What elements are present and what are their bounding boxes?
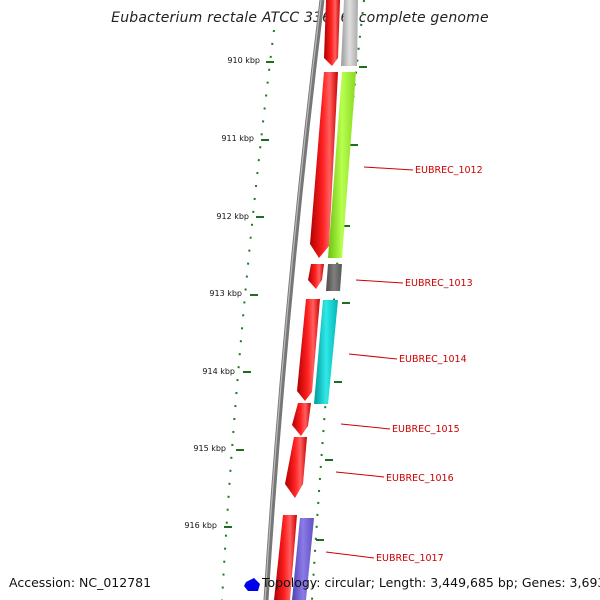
gene-prev-grey[interactable] xyxy=(341,0,358,66)
genome-backbone xyxy=(263,0,325,600)
leader-line-1016 xyxy=(335,471,385,478)
topology-text: Topology: circular; Length: 3,449,685 bp… xyxy=(262,575,600,590)
gene-label-1014[interactable]: EUBREC_1014 xyxy=(399,354,467,365)
scale-tick-label: 911 kbp xyxy=(221,134,254,143)
scale-tick-label: 912 kbp xyxy=(216,212,249,221)
gene-label-1015[interactable]: EUBREC_1015 xyxy=(392,424,460,435)
gene-eubrec-1017[interactable] xyxy=(292,518,314,600)
gene-eubrec-1013[interactable] xyxy=(326,264,342,291)
gene-leader-lines xyxy=(325,166,414,559)
scale-ticks: 910 kbp 911 kbp 912 kbp 913 kbp 914 kbp … xyxy=(184,56,274,530)
gene-forward-1[interactable] xyxy=(324,0,340,66)
gene-label-1016[interactable]: EUBREC_1016 xyxy=(386,473,454,484)
gene-forward-7[interactable] xyxy=(274,515,297,600)
gene-eubrec-1012[interactable] xyxy=(328,72,356,258)
scale-tick-label: 916 kbp xyxy=(184,521,217,530)
leader-line-1013 xyxy=(355,279,404,284)
gene-forward-5[interactable] xyxy=(292,403,311,436)
scale-tick-label: 910 kbp xyxy=(227,56,260,65)
gene-eubrec-1014[interactable] xyxy=(314,300,338,404)
leader-line-1017 xyxy=(325,551,375,559)
genome-backbone-highlight xyxy=(264,0,322,600)
gene-forward-4[interactable] xyxy=(297,299,320,401)
gene-forward-3[interactable] xyxy=(308,264,324,289)
leader-line-1012 xyxy=(363,166,414,171)
position-marker-icon[interactable] xyxy=(244,578,260,591)
gene-labels[interactable]: EUBREC_1012 EUBREC_1013 EUBREC_1014 EUBR… xyxy=(376,165,483,564)
leader-line-1015 xyxy=(340,423,391,430)
leader-line-1014 xyxy=(348,353,398,360)
scale-tick-label: 915 kbp xyxy=(193,444,226,453)
scale-dotted-ring xyxy=(221,29,275,600)
scale-tick-label: 914 kbp xyxy=(202,367,235,376)
gene-label-1017[interactable]: EUBREC_1017 xyxy=(376,553,444,564)
gene-label-1012[interactable]: EUBREC_1012 xyxy=(415,165,483,176)
forward-strand-genes[interactable] xyxy=(274,0,340,600)
gene-forward-6[interactable] xyxy=(285,437,307,498)
gene-label-1013[interactable]: EUBREC_1013 xyxy=(405,278,473,289)
accession-text: Accession: NC_012781 xyxy=(9,575,152,590)
reverse-strand-genes[interactable] xyxy=(292,0,358,600)
gene-forward-2[interactable] xyxy=(310,72,338,258)
scale-tick-label: 913 kbp xyxy=(209,289,242,298)
map-title: Eubacterium rectale ATCC 33656, complete… xyxy=(111,10,489,26)
